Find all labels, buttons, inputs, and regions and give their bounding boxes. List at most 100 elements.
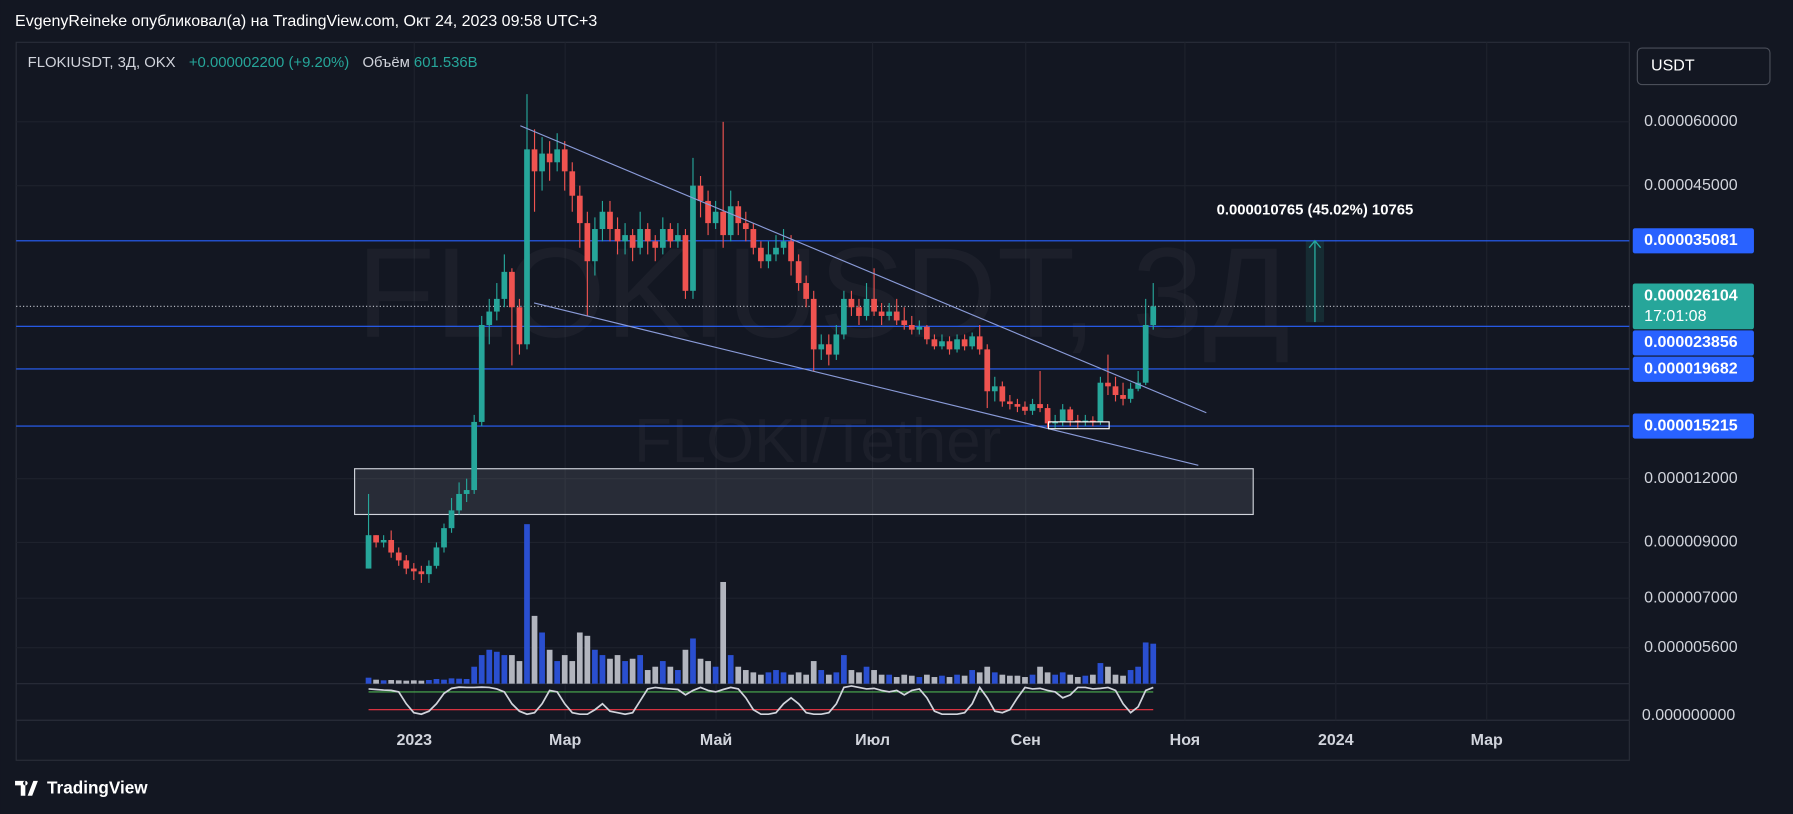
- candle-body: [901, 320, 908, 325]
- candle-body: [622, 235, 628, 242]
- candle-body: [999, 386, 1006, 402]
- volume-bar: [659, 661, 666, 684]
- volume-bar: [931, 677, 938, 684]
- volume-bar: [644, 670, 651, 684]
- volume-bar: [810, 661, 817, 684]
- volume-bar: [607, 658, 613, 684]
- trend-line: [533, 302, 1199, 466]
- volume-bar: [1082, 675, 1089, 684]
- candle-body: [561, 149, 568, 172]
- candle-body: [976, 336, 983, 350]
- range-box: [354, 468, 1254, 516]
- volume-bar: [524, 524, 530, 684]
- volume-bar: [1029, 674, 1036, 684]
- volume-bar: [803, 674, 810, 684]
- volume-bar: [418, 680, 425, 684]
- volume-bar: [969, 670, 976, 684]
- candle-body: [1142, 324, 1149, 383]
- candle-body: [395, 552, 402, 561]
- y-tick-label: 0.000005600: [1644, 639, 1738, 656]
- volume-bar: [531, 615, 538, 684]
- volume-bar: [486, 649, 493, 684]
- legend-change: +0.000002200 (+9.20%): [189, 55, 349, 71]
- price-line-label: 0.000035081: [1644, 232, 1738, 249]
- candle-body: [471, 421, 478, 491]
- series: 0.000010765 (45.02%) 10765: [16, 94, 1630, 716]
- candle-body: [554, 149, 561, 163]
- volume-bar: [697, 658, 704, 684]
- legend-volume-label: Объём: [362, 55, 409, 71]
- candle-body: [1127, 388, 1134, 399]
- candle-body: [939, 341, 945, 347]
- currency-button[interactable]: [1636, 47, 1771, 86]
- candle-body: [742, 223, 749, 230]
- volume-bar: [584, 635, 591, 684]
- candle-body: [780, 241, 787, 248]
- candle-body: [524, 149, 530, 345]
- volume-bar: [1097, 663, 1104, 684]
- candle-body: [1044, 408, 1051, 424]
- candle-body: [841, 298, 847, 335]
- candle-body: [426, 565, 432, 575]
- candle-body: [614, 229, 621, 242]
- volume-bar: [961, 675, 968, 684]
- volume-bar: [939, 675, 945, 684]
- candle-body: [946, 341, 953, 350]
- candle-body: [991, 386, 998, 392]
- measure-arrow: [1308, 239, 1322, 249]
- volume-bar: [901, 674, 908, 684]
- candle-body: [539, 153, 545, 172]
- candle-body: [1037, 404, 1043, 409]
- candle-body: [1007, 401, 1013, 405]
- candle-body: [1074, 420, 1081, 422]
- candle-body: [637, 229, 644, 248]
- volume-bar: [380, 680, 387, 684]
- volume-bar: [924, 674, 930, 684]
- candle-body: [365, 535, 372, 569]
- volume-bar: [539, 632, 545, 684]
- volume-bar: [1007, 675, 1013, 684]
- candle-body: [1090, 420, 1096, 422]
- candle-body: [478, 324, 485, 422]
- volume-bar: [1142, 642, 1149, 684]
- oscillator-line: [368, 685, 1154, 716]
- price-line-label: 0.000019682: [1644, 360, 1738, 377]
- volume-bar: [991, 672, 998, 684]
- x-tick-label: Мар: [549, 732, 581, 749]
- candle-body: [818, 344, 825, 350]
- volume-bar: [841, 655, 847, 684]
- candle-body: [607, 211, 613, 230]
- volume-bar: [773, 670, 779, 684]
- volume-bar: [758, 674, 764, 684]
- candle-body: [795, 261, 802, 284]
- oscillator-axis-label: 0.000000000: [1642, 707, 1736, 724]
- candle-body: [712, 211, 719, 224]
- volume-bar: [1022, 677, 1028, 684]
- candle-body: [433, 547, 440, 566]
- volume-bar: [493, 651, 500, 684]
- volume-bar: [554, 661, 561, 684]
- volume-bar: [742, 670, 749, 684]
- candle-body: [531, 149, 538, 172]
- candle-body: [418, 571, 425, 575]
- candle-body: [871, 298, 877, 312]
- x-tick-label: Сен: [1011, 732, 1041, 749]
- watermark-description: FLOKI/Tether: [634, 407, 1001, 476]
- price-line-label: 0.000015215: [1644, 417, 1738, 434]
- candle-body: [1029, 404, 1036, 411]
- volume-bar: [1052, 674, 1059, 684]
- candle-body: [486, 311, 493, 325]
- volume-bar: [1067, 674, 1074, 684]
- candle-body: [924, 326, 930, 340]
- candle-body: [773, 247, 779, 255]
- candle-body: [886, 311, 893, 316]
- volume-bar: [908, 675, 915, 684]
- price-line-box: [1632, 228, 1754, 254]
- candle-body: [644, 229, 651, 242]
- volume-bar: [916, 677, 923, 684]
- volume-bar: [1059, 672, 1066, 684]
- x-tick-label: 2024: [1318, 732, 1354, 749]
- candle-body: [833, 334, 840, 355]
- volume-bar: [675, 670, 681, 684]
